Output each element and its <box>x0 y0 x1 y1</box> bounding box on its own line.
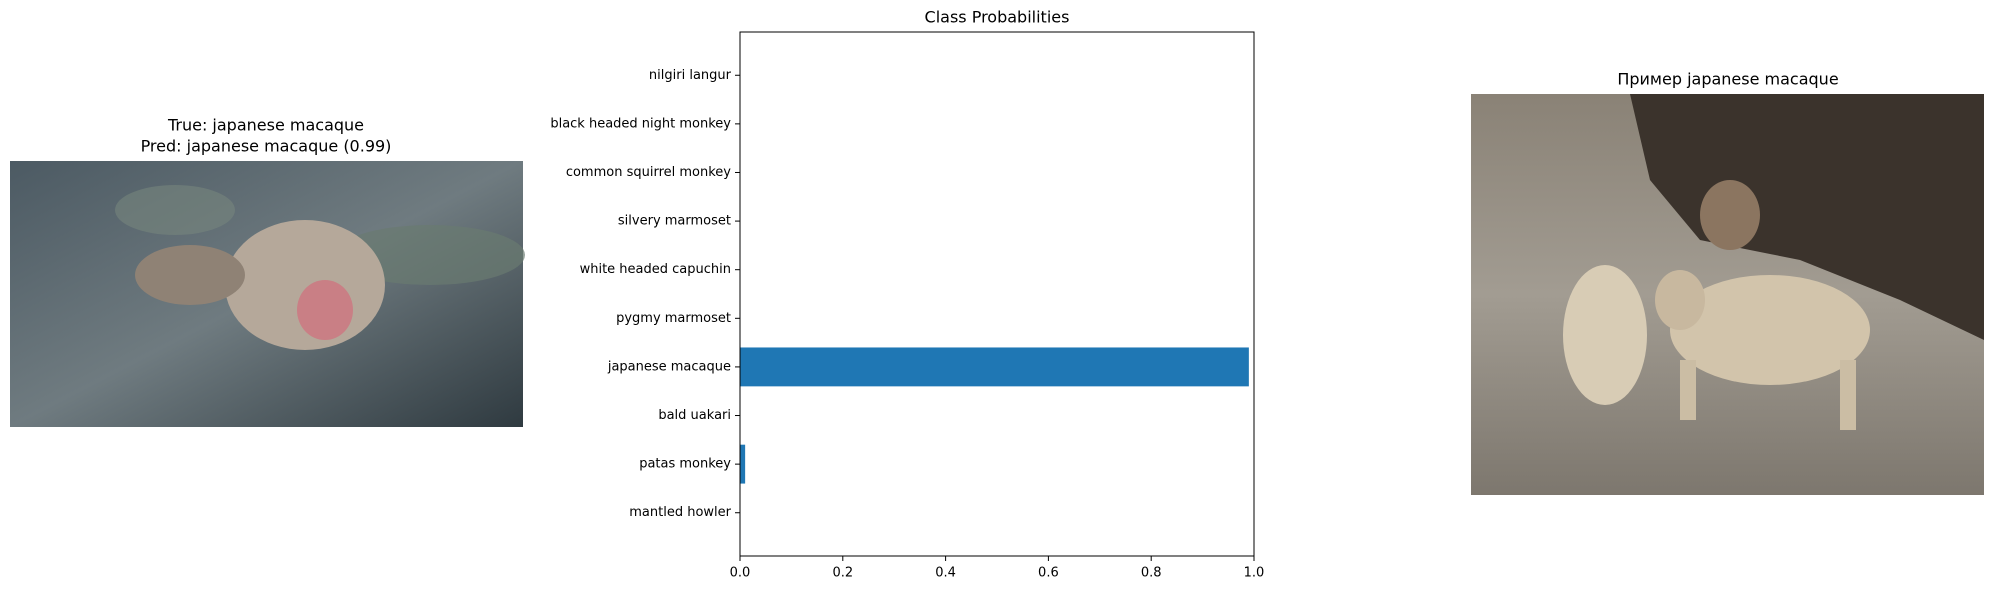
y-tick-label: white headed capuchin <box>580 262 731 277</box>
x-tick-label: 0.4 <box>935 566 956 581</box>
y-tick-label: patas monkey <box>639 457 731 472</box>
x-tick-label: 0.8 <box>1141 566 1162 581</box>
x-tick-label: 0.0 <box>730 566 751 581</box>
x-tick-label: 0.2 <box>832 566 853 581</box>
bar <box>740 444 746 484</box>
bar <box>740 347 1249 387</box>
left-title: True: japanese macaque <box>167 116 364 135</box>
right-title: Пример japanese macaque <box>1617 70 1838 89</box>
left-title: Pred: japanese macaque (0.99) <box>141 137 392 156</box>
bar-chart: 0.0 0.2 0.4 0.6 0.8 1.0 mantled howler patas mo… <box>550 68 1264 581</box>
axes-frame <box>739 31 1255 557</box>
y-tick-label: bald uakari <box>658 408 731 423</box>
y-tick-label: nilgiri langur <box>649 68 732 83</box>
x-tick-label: 1.0 <box>1244 566 1265 581</box>
chart-title: Class Probabilities <box>925 8 1070 27</box>
left-photo <box>10 161 525 427</box>
y-tick-label: japanese macaque <box>607 359 731 374</box>
y-tick-label: black headed night monkey <box>550 116 731 131</box>
y-tick-label: pygmy marmoset <box>616 311 731 326</box>
x-tick-label: 0.6 <box>1038 566 1059 581</box>
y-tick-label: silvery marmoset <box>618 214 731 229</box>
y-tick-label: common squirrel monkey <box>566 165 731 180</box>
y-tick-label: mantled howler <box>629 505 731 520</box>
right-photo <box>1471 94 1984 495</box>
